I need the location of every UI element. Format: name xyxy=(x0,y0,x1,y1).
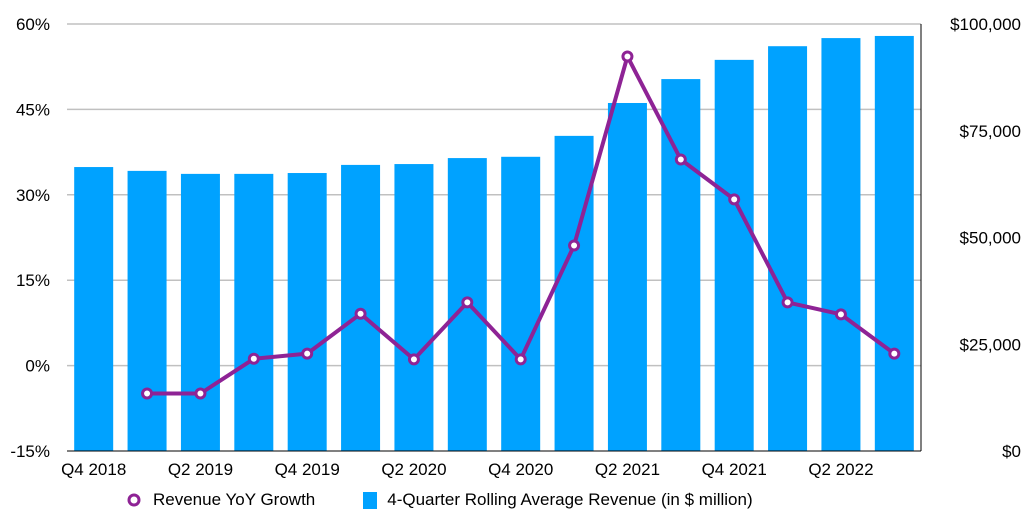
x-tick-label: Q2 2022 xyxy=(808,460,873,479)
legend-label-rolling-revenue: 4-Quarter Rolling Average Revenue (in $ … xyxy=(387,490,753,509)
revenue-bars xyxy=(74,35,914,452)
growth-marker xyxy=(514,353,527,366)
bar xyxy=(607,102,647,452)
legend-label-yoy-growth: Revenue YoY Growth xyxy=(153,490,316,509)
right-tick-label: $100,000 xyxy=(950,15,1021,34)
x-axis-ticks: Q4 2018 Q2 2019 Q4 2019 Q2 2020 Q4 2020 Q2 20… xyxy=(61,460,873,479)
line-marker-icon xyxy=(127,493,141,507)
growth-marker xyxy=(407,353,420,366)
x-tick-label: Q2 2021 xyxy=(595,460,660,479)
growth-marker xyxy=(354,307,367,320)
right-axis-ticks: $100,000 $75,000 $50,000 $25,000 $0 xyxy=(950,15,1021,461)
right-tick-label: $0 xyxy=(1002,442,1021,461)
growth-marker xyxy=(674,153,687,166)
right-tick-label: $75,000 xyxy=(960,122,1021,141)
bar xyxy=(234,173,274,451)
bar xyxy=(714,59,754,451)
bar xyxy=(394,164,434,451)
legend-item-rolling-revenue: 4-Quarter Rolling Average Revenue (in $ … xyxy=(363,490,753,510)
growth-marker xyxy=(834,308,847,321)
legend-item-yoy-growth: Revenue YoY Growth xyxy=(125,490,315,510)
bar xyxy=(661,79,701,451)
growth-marker xyxy=(461,296,474,309)
x-tick-label: Q4 2020 xyxy=(488,460,553,479)
left-tick-label: 15% xyxy=(16,271,50,290)
right-tick-label: $25,000 xyxy=(960,335,1021,354)
left-tick-label: -15% xyxy=(10,442,50,461)
bar xyxy=(287,173,327,451)
left-tick-label: 30% xyxy=(16,186,50,205)
left-tick-label: 60% xyxy=(16,15,50,34)
left-tick-label: 45% xyxy=(16,100,50,119)
legend: Revenue YoY Growth 4-Quarter Rolling Ave… xyxy=(125,490,801,510)
growth-marker xyxy=(568,239,581,252)
bar xyxy=(127,170,167,451)
bar xyxy=(821,38,861,451)
growth-marker xyxy=(728,193,741,206)
bar xyxy=(874,35,914,452)
growth-marker xyxy=(141,387,154,400)
x-tick-label: Q2 2020 xyxy=(381,460,446,479)
growth-marker xyxy=(301,347,314,360)
bar-swatch-icon xyxy=(363,491,378,509)
growth-marker xyxy=(621,50,634,63)
bar xyxy=(554,135,594,451)
axes xyxy=(67,24,922,452)
bar xyxy=(180,173,220,451)
bar xyxy=(768,46,808,451)
right-tick-label: $50,000 xyxy=(960,229,1021,248)
growth-marker xyxy=(247,352,260,365)
growth-marker xyxy=(781,296,794,309)
bar xyxy=(74,167,114,452)
x-tick-label: Q4 2021 xyxy=(702,460,767,479)
x-tick-label: Q4 2019 xyxy=(275,460,340,479)
bar xyxy=(501,156,541,451)
x-tick-label: Q2 2019 xyxy=(168,460,233,479)
growth-marker xyxy=(194,387,207,400)
x-tick-label: Q4 2018 xyxy=(61,460,126,479)
yoy-growth-line xyxy=(141,50,901,400)
left-axis-ticks: 60% 45% 30% 15% 0% -15% xyxy=(10,15,50,461)
growth-marker xyxy=(888,347,901,360)
left-tick-label: 0% xyxy=(25,357,50,376)
